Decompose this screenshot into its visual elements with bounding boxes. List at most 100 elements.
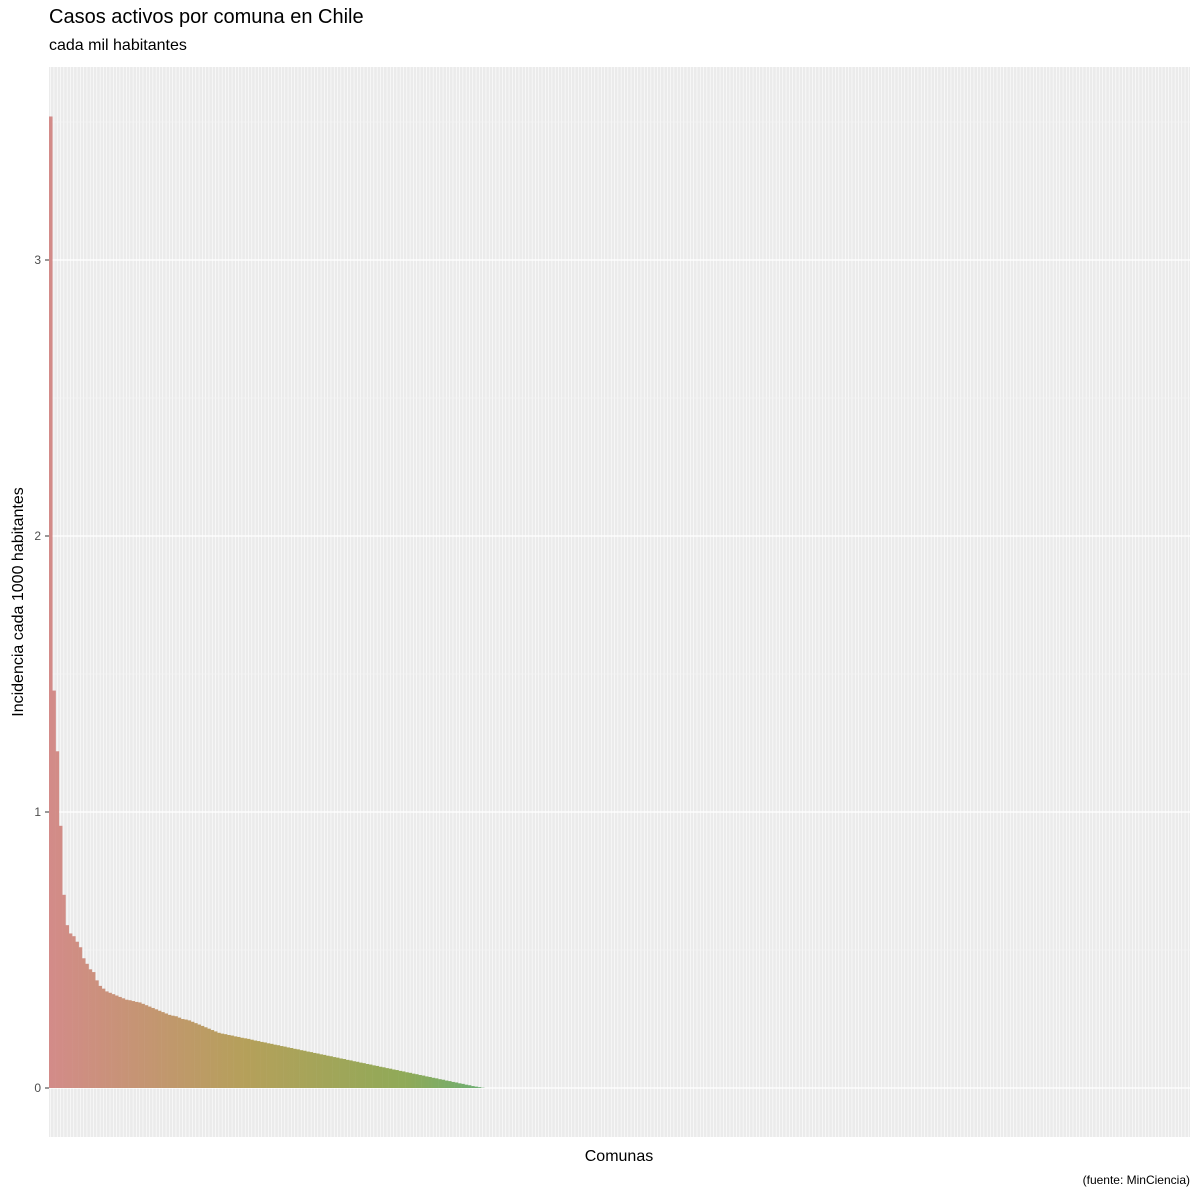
bar <box>174 1016 178 1088</box>
bar <box>256 1041 261 1088</box>
bar <box>457 1083 462 1088</box>
bar <box>154 1009 159 1088</box>
bar <box>55 751 60 1088</box>
bar <box>213 1031 218 1088</box>
plot-panel <box>49 67 1190 1137</box>
bar <box>286 1047 290 1088</box>
bar <box>98 985 103 1088</box>
bar <box>375 1065 380 1088</box>
bar <box>161 1012 165 1088</box>
bar <box>111 994 116 1088</box>
bar <box>210 1030 215 1088</box>
bar <box>128 1000 132 1088</box>
bar <box>52 690 56 1088</box>
bar <box>131 1001 135 1088</box>
chart-title: Casos activos por comuna en Chile <box>49 6 364 28</box>
bar <box>342 1059 347 1088</box>
bar <box>62 894 66 1088</box>
bar <box>138 1002 142 1088</box>
bar <box>322 1054 327 1088</box>
bar <box>276 1045 281 1088</box>
bar <box>49 116 53 1089</box>
bar <box>197 1024 201 1088</box>
bar <box>91 972 96 1088</box>
bar <box>431 1077 436 1088</box>
bar <box>302 1050 307 1088</box>
bar <box>319 1054 323 1088</box>
bar <box>187 1020 192 1088</box>
bar <box>421 1075 426 1088</box>
bar <box>365 1063 370 1088</box>
bar <box>236 1036 241 1088</box>
bar <box>194 1023 198 1088</box>
bar <box>266 1043 271 1088</box>
bar <box>434 1078 439 1088</box>
chart-subtitle: cada mil habitantes <box>49 37 187 54</box>
bar <box>405 1072 409 1088</box>
bar <box>121 998 126 1088</box>
bar <box>385 1068 389 1088</box>
bar <box>355 1061 360 1088</box>
bar <box>85 963 89 1088</box>
bar <box>233 1036 238 1088</box>
bar <box>306 1051 310 1088</box>
bar <box>171 1015 175 1088</box>
bar <box>253 1040 258 1088</box>
bar <box>474 1086 478 1088</box>
bar <box>65 925 70 1088</box>
y-tick-label: 0 <box>34 1081 41 1095</box>
y-axis: 0 1 2 3 <box>34 253 49 1095</box>
bar <box>200 1025 205 1088</box>
bar <box>368 1064 373 1088</box>
bar <box>408 1072 412 1088</box>
bar <box>164 1013 168 1088</box>
bar <box>58 825 63 1088</box>
bar <box>339 1058 343 1088</box>
bar <box>230 1035 234 1088</box>
bar <box>441 1079 445 1088</box>
bar <box>444 1080 449 1088</box>
bar <box>101 988 106 1088</box>
bar <box>203 1027 208 1088</box>
bar <box>223 1034 228 1088</box>
bar <box>134 1001 139 1088</box>
bar <box>411 1073 416 1088</box>
bar <box>454 1082 459 1088</box>
bars <box>49 116 485 1089</box>
bar <box>81 958 86 1088</box>
bar <box>309 1052 314 1088</box>
bar <box>418 1075 422 1088</box>
bar <box>279 1046 284 1088</box>
bar <box>372 1065 376 1088</box>
bar <box>157 1010 162 1088</box>
bar <box>144 1005 149 1088</box>
bar <box>68 933 73 1088</box>
y-tick-label: 3 <box>34 253 41 267</box>
bar <box>269 1043 274 1088</box>
bar <box>467 1085 472 1088</box>
bar <box>114 995 119 1088</box>
bar <box>227 1035 231 1088</box>
bar <box>243 1038 248 1088</box>
x-axis-title: Comunas <box>585 1148 653 1165</box>
bar <box>124 999 129 1088</box>
bar <box>349 1060 353 1088</box>
bar <box>177 1017 182 1088</box>
bar <box>246 1038 251 1088</box>
bar <box>335 1057 340 1088</box>
source-caption: (fuente: MinCiencia) <box>1082 1173 1190 1187</box>
y-axis-title: Incidencia cada 1000 habitantes <box>10 487 27 717</box>
grid-lines <box>49 67 1190 1137</box>
bar <box>378 1066 383 1088</box>
bar <box>428 1076 432 1088</box>
bar <box>184 1019 188 1088</box>
bar <box>289 1047 294 1088</box>
bar <box>217 1032 221 1088</box>
bar <box>401 1071 406 1088</box>
y-tick-label: 1 <box>34 805 41 819</box>
bar <box>273 1044 277 1088</box>
bar <box>424 1076 429 1088</box>
bar <box>72 936 76 1088</box>
bar <box>105 991 109 1088</box>
